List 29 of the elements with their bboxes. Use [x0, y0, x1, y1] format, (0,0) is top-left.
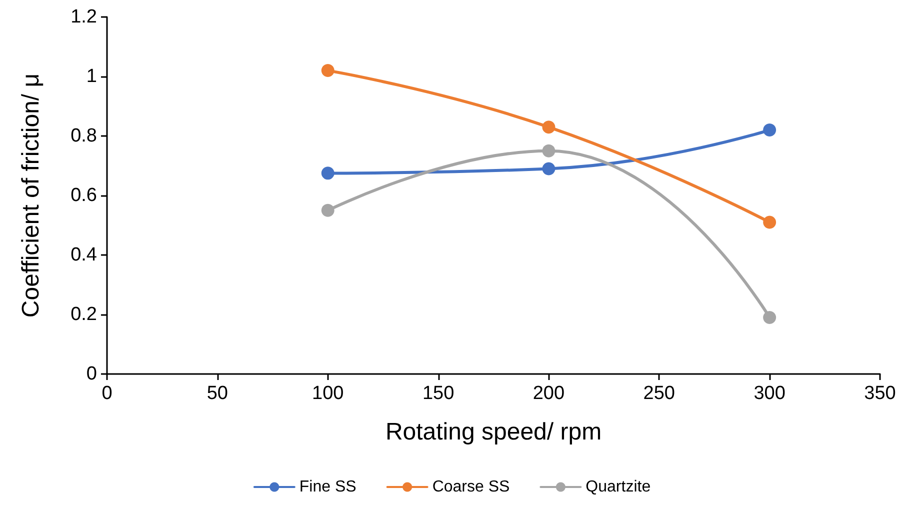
- x-tick-label: 150: [422, 383, 454, 404]
- point: [763, 124, 776, 137]
- point: [321, 204, 334, 217]
- x-tick-label: 250: [643, 383, 675, 404]
- y-tick-label: 0.6: [70, 185, 97, 206]
- x-tick-label: 200: [532, 383, 565, 404]
- y-tick-label: 0.2: [70, 304, 97, 325]
- y-axis-title: Coefficient of friction/ μ: [18, 73, 44, 318]
- x-tick-label: 350: [864, 383, 896, 404]
- point: [763, 310, 776, 324]
- y-tick-label: 0.4: [70, 244, 98, 266]
- point: [542, 144, 556, 158]
- y-tick-label: 1.2: [70, 6, 97, 28]
- point: [321, 166, 334, 180]
- legend-label: Coarse SS: [432, 478, 510, 496]
- legend-label: Quartzite: [586, 478, 651, 496]
- point: [542, 120, 556, 134]
- x-tick-label: 50: [206, 383, 228, 404]
- y-tick-label: 0.8: [70, 126, 97, 146]
- x-tick-label: 0: [102, 383, 112, 404]
- y-tick-label: 1: [86, 66, 97, 87]
- point: [321, 64, 334, 78]
- legend-label: Fine SS: [299, 478, 356, 496]
- x-tick-label: 100: [312, 383, 344, 404]
- x-axis-title: Rotating speed/ rpm: [385, 418, 602, 446]
- y-tick-label: 0: [86, 364, 97, 384]
- point: [542, 162, 556, 176]
- x-tick-label: 300: [754, 383, 786, 404]
- point: [763, 216, 776, 229]
